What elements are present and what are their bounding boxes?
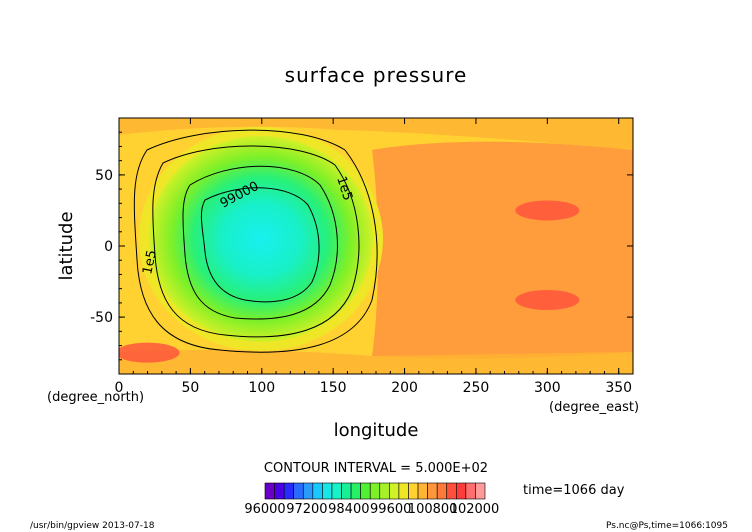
contour-99500 bbox=[152, 145, 360, 338]
colorbar-label: 98400 bbox=[328, 502, 369, 517]
x-tick-label: 150 bbox=[320, 380, 347, 396]
field-high-band-north bbox=[119, 118, 633, 150]
contour-interval-text: CONTOUR INTERVAL = 5.000E+02 bbox=[264, 461, 488, 476]
y-axis-label: latitude bbox=[56, 211, 77, 280]
x-tick-label: 350 bbox=[605, 380, 632, 396]
colorbar-swatch bbox=[302, 482, 314, 500]
colorbar-swatch bbox=[264, 482, 275, 500]
x-tick-label: 200 bbox=[391, 380, 418, 396]
y-tick-label: 0 bbox=[104, 239, 113, 255]
contour-label-1e5-left: 1e5 bbox=[140, 249, 160, 276]
pressure-field bbox=[119, 118, 633, 374]
colorbar-swatch bbox=[398, 482, 409, 500]
high-pressure-patch bbox=[515, 290, 580, 311]
colorbar-swatch bbox=[283, 482, 294, 500]
colorbar-label: 99600 bbox=[370, 502, 411, 517]
contour-1e5-outer bbox=[133, 129, 378, 353]
high-pressure-patch bbox=[515, 200, 580, 221]
x-tick-label: 0 bbox=[115, 380, 124, 396]
y-tick-label: -50 bbox=[90, 310, 113, 326]
footer-path: /usr/bin/gpview 2013-07-18 bbox=[30, 521, 155, 531]
time-label: time=1066 day bbox=[523, 483, 625, 498]
colorbar-swatch bbox=[427, 482, 438, 500]
field-ring-mid bbox=[149, 136, 373, 342]
x-tick-label: 300 bbox=[534, 380, 561, 396]
contour-label-1e5-right: 1e5 bbox=[333, 175, 355, 203]
colorbar-swatch bbox=[341, 482, 352, 500]
y-axis-ticks: 50 0 -50 bbox=[90, 117, 633, 375]
colorbar-swatch bbox=[312, 482, 323, 500]
colorbar-swatch bbox=[465, 482, 476, 500]
x-axis-ticks: 0 50 100 150 200 250 300 350 bbox=[115, 118, 634, 396]
field-high-band-east bbox=[372, 141, 633, 359]
colorbar-label: 102000 bbox=[450, 502, 500, 517]
colorbar-swatch bbox=[322, 482, 333, 500]
colorbar-swatch bbox=[369, 482, 381, 500]
y-tick-label: 50 bbox=[95, 168, 113, 184]
x-tick-label: 100 bbox=[248, 380, 275, 396]
x-unit-label: (degree_east) bbox=[549, 400, 639, 415]
high-pressure-patch bbox=[119, 342, 180, 363]
x-axis-label: longitude bbox=[334, 420, 419, 441]
chart-title: surface pressure bbox=[285, 63, 468, 87]
contour-lines bbox=[133, 129, 378, 353]
colorbar-swatch bbox=[331, 482, 342, 500]
footer-file: Ps.nc@Ps,time=1066:1095 bbox=[606, 521, 728, 531]
colorbar-swatch bbox=[293, 482, 304, 500]
colorbar-label: 97200 bbox=[286, 502, 327, 517]
colorbar-swatch bbox=[408, 482, 419, 500]
colorbar-swatch bbox=[475, 482, 486, 500]
colorbar-label: 100800 bbox=[408, 502, 458, 517]
high-pressure-patches bbox=[119, 200, 580, 363]
field-high-band-south bbox=[119, 349, 633, 374]
colorbar-label: 96000 bbox=[244, 502, 285, 517]
contour-98500 bbox=[200, 187, 320, 303]
colorbar-swatch bbox=[456, 482, 467, 500]
y-unit-label: (degree_north) bbox=[47, 390, 144, 405]
colorbar-swatch bbox=[389, 482, 400, 500]
colorbar-swatch bbox=[379, 482, 390, 500]
colorbar-swatch bbox=[446, 482, 457, 500]
x-tick-label: 250 bbox=[463, 380, 490, 396]
colorbar bbox=[264, 482, 486, 500]
colorbar-swatch bbox=[350, 482, 361, 500]
colorbar-swatch bbox=[274, 482, 285, 500]
colorbar-swatch bbox=[417, 482, 428, 500]
colorbar-swatch bbox=[436, 482, 448, 500]
contour-99000 bbox=[182, 165, 338, 320]
colorbar-swatch bbox=[360, 482, 371, 500]
x-tick-label: 50 bbox=[181, 380, 199, 396]
